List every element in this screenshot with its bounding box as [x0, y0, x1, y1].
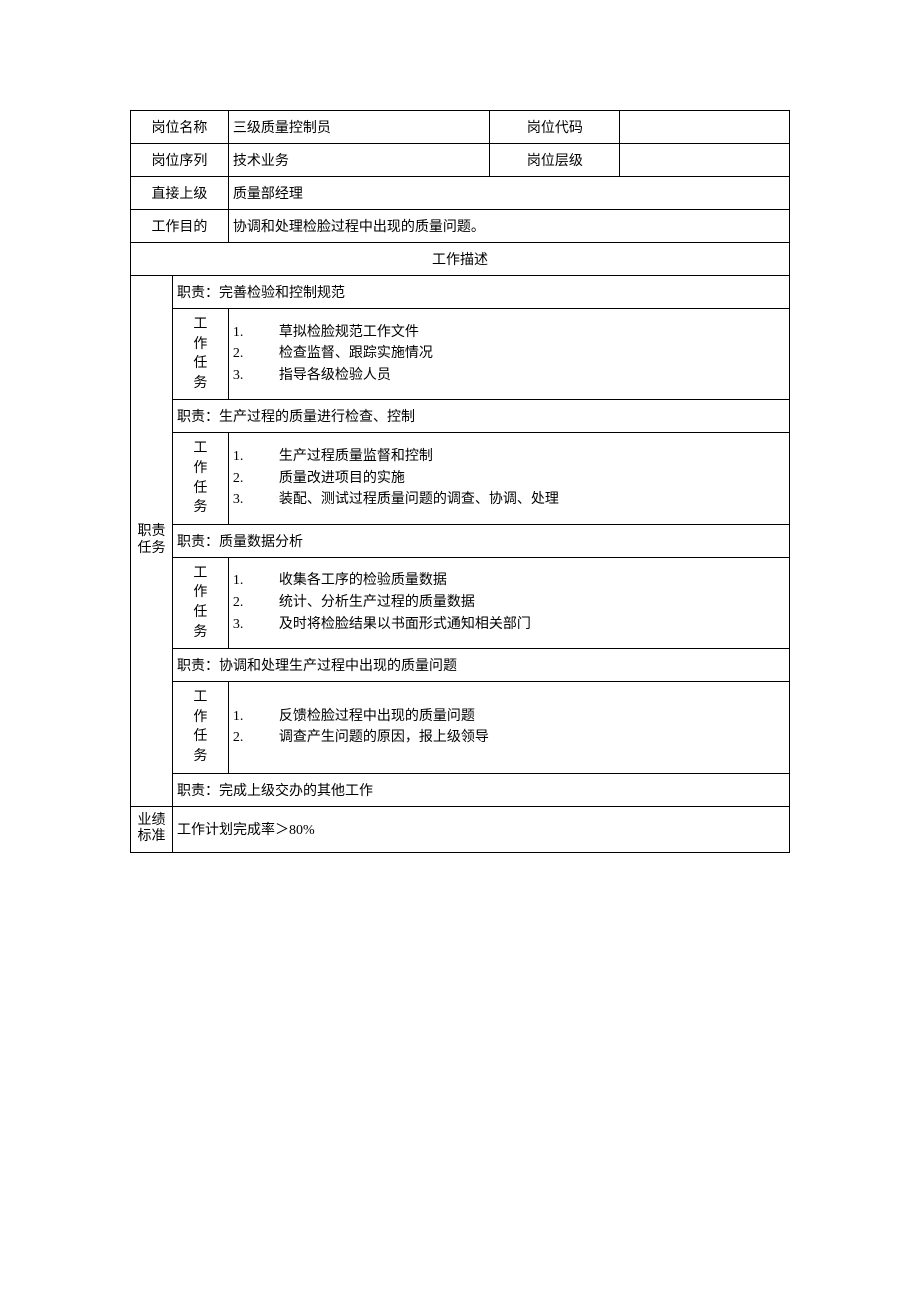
- direct-supervisor-label: 直接上级: [131, 177, 229, 210]
- duty-1-tasks: 1.草拟检脸规范工作文件 2.检查监督、跟踪实施情况 3.指导各级检验人员: [228, 309, 789, 400]
- performance-standard-value: 工作计划完成率＞80%: [172, 806, 789, 853]
- duties-label-part-2: 任务: [135, 541, 168, 558]
- work-description-title: 工作描述: [131, 243, 790, 276]
- duty-1-title: 职责：完善检验和控制规范: [172, 276, 789, 309]
- duty-4-tasks: 1.反馈检脸过程中出现的质量问题 2.调查产生问题的原因，报上级领导: [228, 682, 789, 773]
- duty-2-title: 职责：生产过程的质量进行检查、控制: [172, 400, 789, 433]
- position-level-label: 岗位层级: [490, 144, 620, 177]
- position-series-label: 岗位序列: [131, 144, 229, 177]
- position-level-value: [620, 144, 790, 177]
- duty-5-title: 职责：完成上级交办的其他工作: [172, 773, 789, 806]
- position-series-value: 技术业务: [228, 144, 490, 177]
- task-head-3: 工 作 任 务: [172, 557, 228, 648]
- direct-supervisor-value: 质量部经理: [228, 177, 789, 210]
- duty-4-title: 职责：协调和处理生产过程中出现的质量问题: [172, 649, 789, 682]
- task-head-1: 工 作 任 务: [172, 309, 228, 400]
- duty-3-title: 职责：质量数据分析: [172, 524, 789, 557]
- task-head-4: 工 作 任 务: [172, 682, 228, 773]
- duty-3-tasks: 1.收集各工序的检验质量数据 2.统计、分析生产过程的质量数据 3.及时将检脸结…: [228, 557, 789, 648]
- duty-2-tasks: 1.生产过程质量监督和控制 2.质量改进项目的实施 3.装配、测试过程质量问题的…: [228, 433, 789, 524]
- duties-tasks-label: 职责 任务: [131, 276, 173, 807]
- work-purpose-value: 协调和处理检脸过程中出现的质量问题。: [228, 210, 789, 243]
- position-name-label: 岗位名称: [131, 111, 229, 144]
- performance-label-part-2: 标准: [135, 829, 168, 846]
- job-description-table: 岗位名称 三级质量控制员 岗位代码 岗位序列 技术业务 岗位层级 直接上级 质量…: [130, 110, 790, 853]
- position-name-value: 三级质量控制员: [228, 111, 490, 144]
- performance-label-part-1: 业绩: [135, 813, 168, 830]
- task-head-2: 工 作 任 务: [172, 433, 228, 524]
- work-purpose-label: 工作目的: [131, 210, 229, 243]
- performance-standard-label: 业绩 标准: [131, 806, 173, 853]
- duties-label-part-1: 职责: [135, 524, 168, 541]
- position-code-label: 岗位代码: [490, 111, 620, 144]
- position-code-value: [620, 111, 790, 144]
